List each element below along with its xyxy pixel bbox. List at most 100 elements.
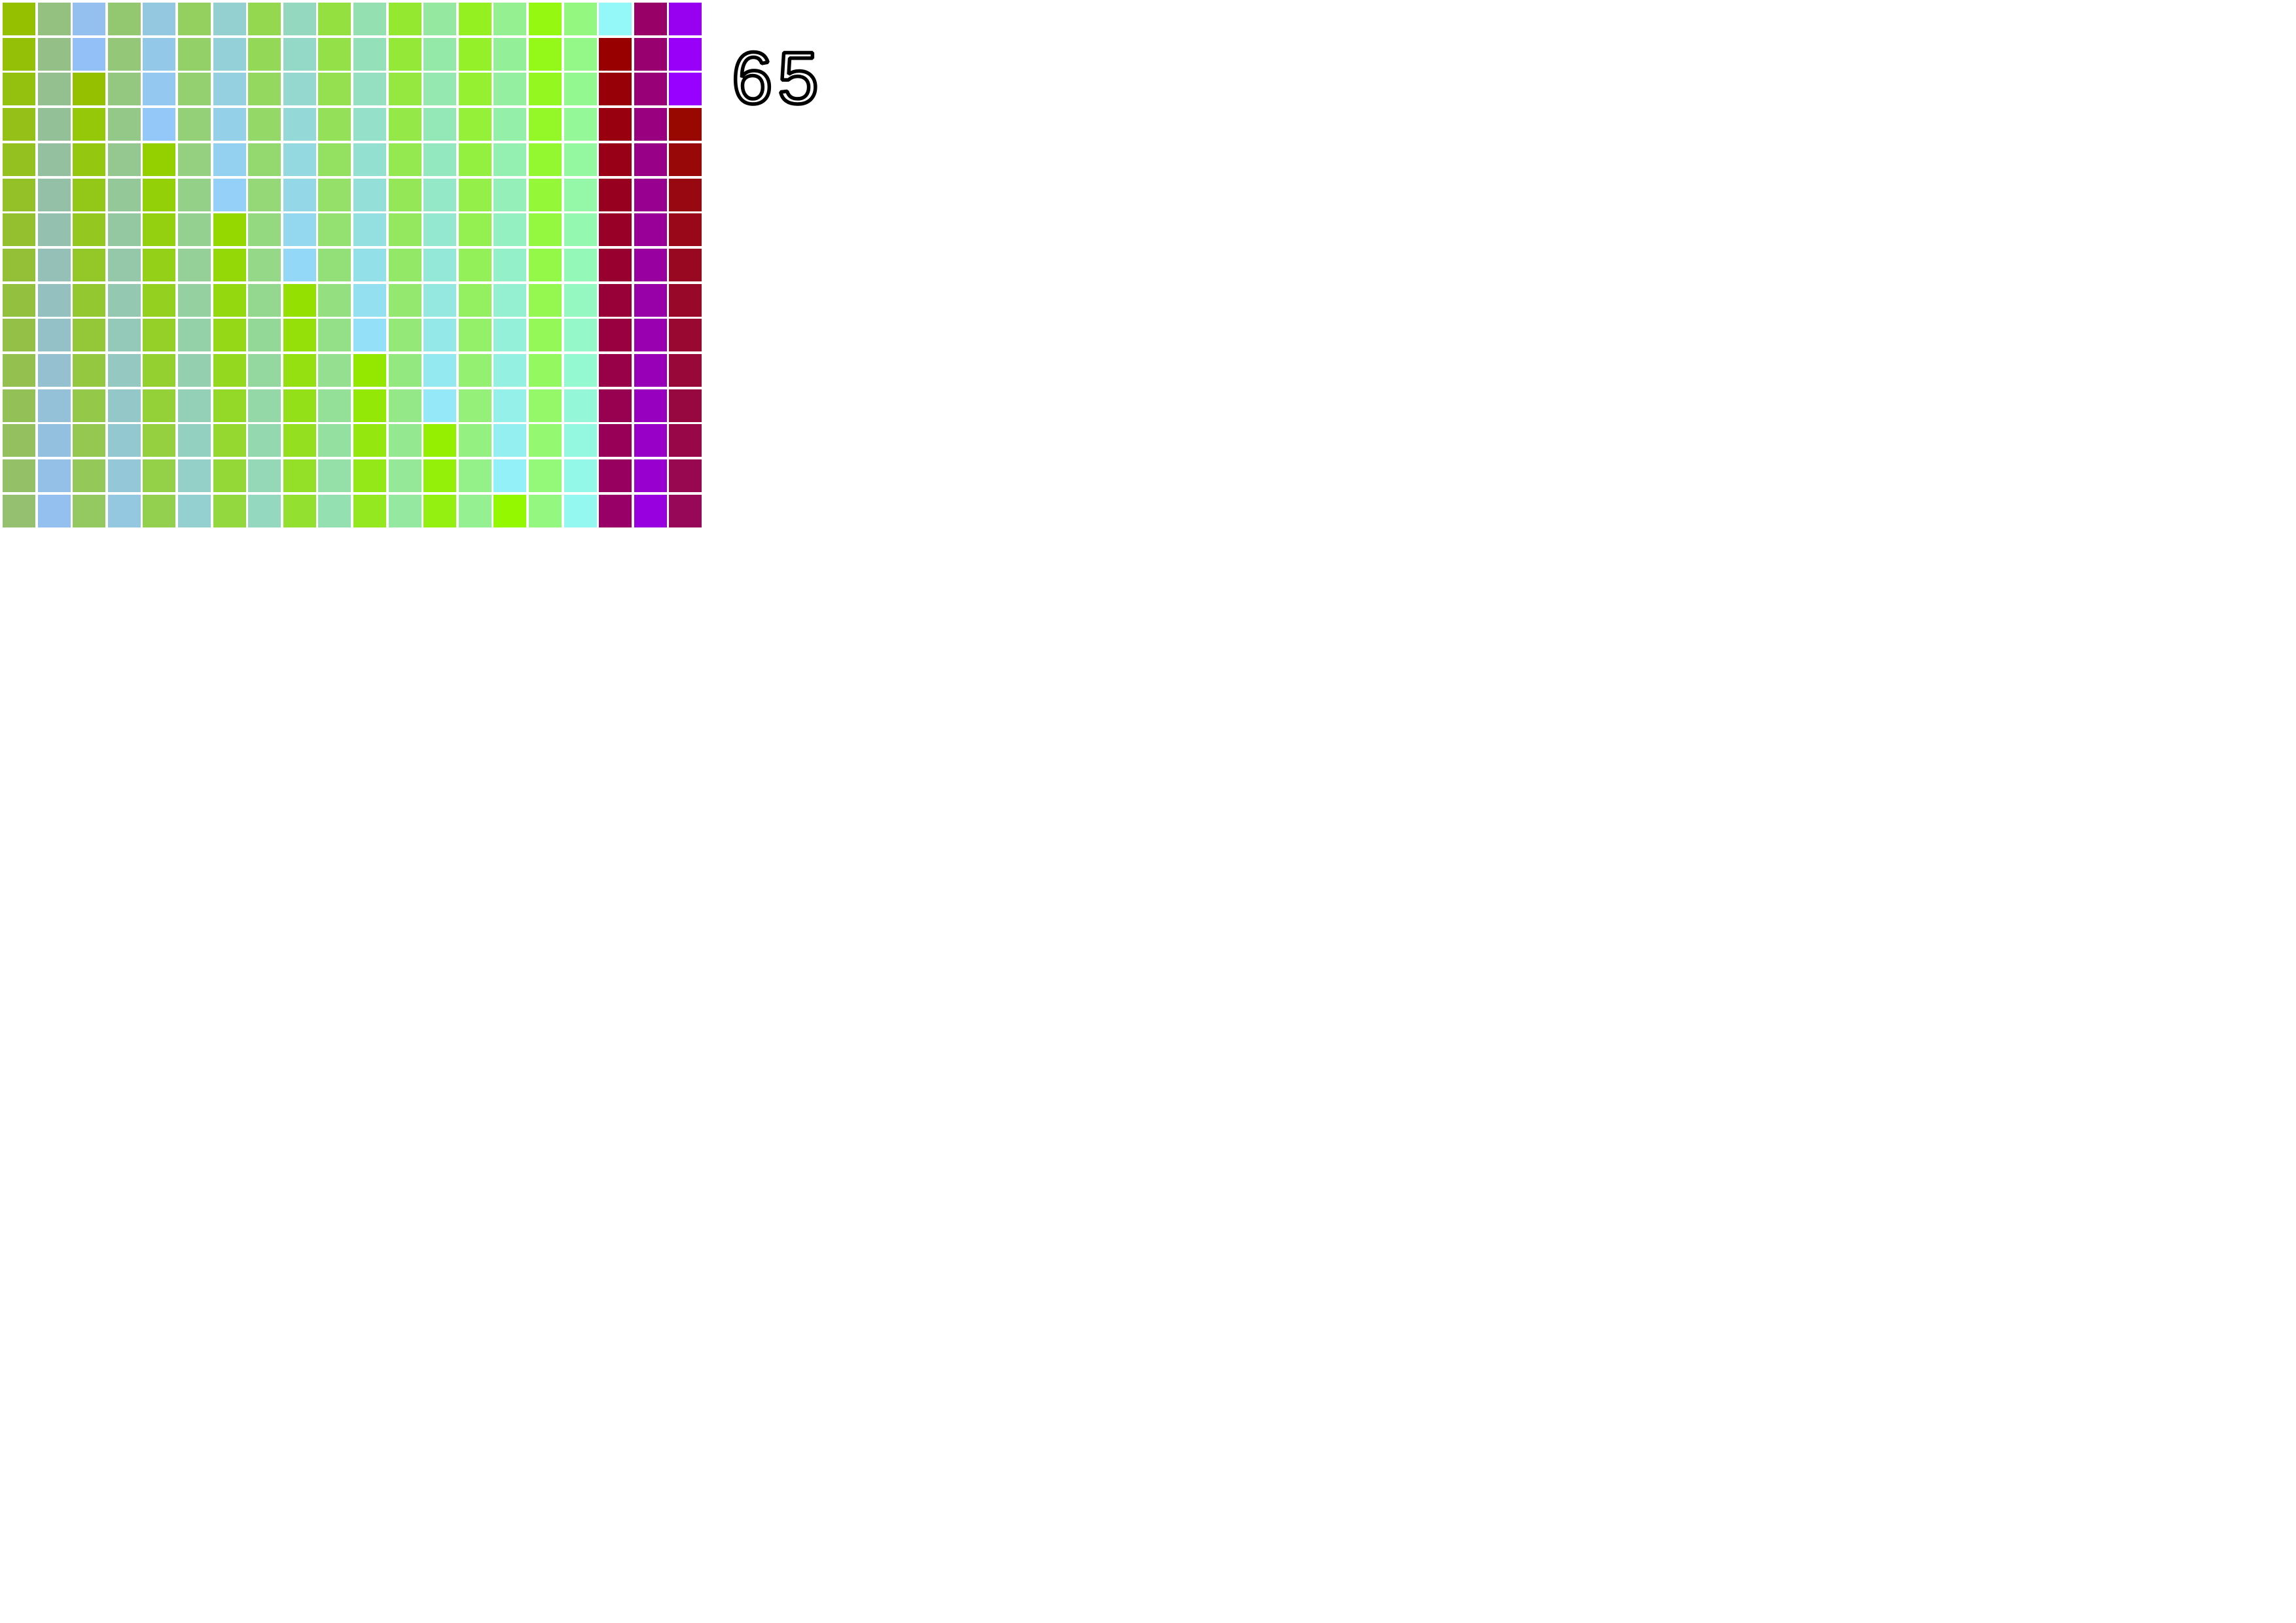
board-tile[interactable] xyxy=(73,143,105,176)
board-tile[interactable] xyxy=(108,249,141,281)
board-tile[interactable] xyxy=(3,459,35,492)
board-tile[interactable] xyxy=(389,319,422,351)
board-tile[interactable] xyxy=(318,354,351,387)
board-tile[interactable] xyxy=(529,354,562,387)
board-tile[interactable] xyxy=(38,319,71,351)
board-tile[interactable] xyxy=(423,284,456,317)
board-tile[interactable] xyxy=(213,459,246,492)
board-tile[interactable] xyxy=(529,319,562,351)
board-tile[interactable] xyxy=(108,73,141,105)
board-tile[interactable] xyxy=(634,73,667,105)
board-tile[interactable] xyxy=(353,284,386,317)
board-tile[interactable] xyxy=(599,389,632,422)
board-tile[interactable] xyxy=(493,459,526,492)
board-tile[interactable] xyxy=(248,143,281,176)
board-tile[interactable] xyxy=(353,73,386,105)
board-tile[interactable] xyxy=(283,424,316,457)
board-tile[interactable] xyxy=(3,73,35,105)
board-tile[interactable] xyxy=(108,3,141,35)
board-tile[interactable] xyxy=(3,38,35,71)
board-tile[interactable] xyxy=(423,495,456,527)
board-tile[interactable] xyxy=(493,354,526,387)
board-tile[interactable] xyxy=(423,38,456,71)
board-tile[interactable] xyxy=(389,38,422,71)
board-tile[interactable] xyxy=(73,389,105,422)
board-tile[interactable] xyxy=(634,179,667,211)
board-tile[interactable] xyxy=(599,3,632,35)
board-tile[interactable] xyxy=(178,389,211,422)
board-tile[interactable] xyxy=(389,108,422,141)
board-tile[interactable] xyxy=(143,354,175,387)
board-tile[interactable] xyxy=(459,179,492,211)
board-tile[interactable] xyxy=(248,354,281,387)
board-tile[interactable] xyxy=(459,495,492,527)
board-tile[interactable] xyxy=(178,319,211,351)
board-tile[interactable] xyxy=(353,179,386,211)
board-tile[interactable] xyxy=(248,213,281,246)
board-tile[interactable] xyxy=(423,424,456,457)
board-tile[interactable] xyxy=(459,143,492,176)
board-tile[interactable] xyxy=(634,108,667,141)
board-tile[interactable] xyxy=(143,38,175,71)
board-tile[interactable] xyxy=(143,73,175,105)
board-tile[interactable] xyxy=(564,179,597,211)
board-tile[interactable] xyxy=(248,459,281,492)
board-tile[interactable] xyxy=(564,38,597,71)
board-tile[interactable] xyxy=(353,495,386,527)
board-tile[interactable] xyxy=(389,284,422,317)
board-tile[interactable] xyxy=(564,143,597,176)
board-tile[interactable] xyxy=(599,319,632,351)
board-tile[interactable] xyxy=(564,495,597,527)
board-tile[interactable] xyxy=(178,284,211,317)
board-tile[interactable] xyxy=(353,389,386,422)
board-tile[interactable] xyxy=(213,3,246,35)
board-tile[interactable] xyxy=(178,249,211,281)
board-tile[interactable] xyxy=(529,38,562,71)
board-tile[interactable] xyxy=(108,459,141,492)
board-tile[interactable] xyxy=(178,213,211,246)
board-tile[interactable] xyxy=(529,179,562,211)
board-tile[interactable] xyxy=(283,73,316,105)
board-tile[interactable] xyxy=(318,495,351,527)
board-tile[interactable] xyxy=(529,213,562,246)
board-tile[interactable] xyxy=(634,143,667,176)
board-tile[interactable] xyxy=(178,143,211,176)
board-tile[interactable] xyxy=(283,459,316,492)
board-tile[interactable] xyxy=(634,213,667,246)
board-tile[interactable] xyxy=(529,424,562,457)
board-tile[interactable] xyxy=(283,3,316,35)
board-tile[interactable] xyxy=(529,495,562,527)
board-tile[interactable] xyxy=(38,143,71,176)
board-tile[interactable] xyxy=(353,108,386,141)
board-tile[interactable] xyxy=(599,249,632,281)
board-tile[interactable] xyxy=(423,3,456,35)
board-tile[interactable] xyxy=(459,38,492,71)
board-tile[interactable] xyxy=(599,108,632,141)
board-tile[interactable] xyxy=(669,354,702,387)
board-tile[interactable] xyxy=(213,495,246,527)
board-tile[interactable] xyxy=(143,284,175,317)
board-tile[interactable] xyxy=(318,73,351,105)
board-tile[interactable] xyxy=(318,179,351,211)
board-tile[interactable] xyxy=(38,389,71,422)
board-tile[interactable] xyxy=(493,249,526,281)
board-tile[interactable] xyxy=(318,108,351,141)
board-tile[interactable] xyxy=(669,389,702,422)
board-tile[interactable] xyxy=(423,213,456,246)
board-tile[interactable] xyxy=(283,108,316,141)
board-tile[interactable] xyxy=(564,3,597,35)
board-tile[interactable] xyxy=(38,73,71,105)
board-tile[interactable] xyxy=(599,143,632,176)
board-tile[interactable] xyxy=(599,424,632,457)
board-tile[interactable] xyxy=(143,495,175,527)
board-tile[interactable] xyxy=(108,179,141,211)
board-tile[interactable] xyxy=(248,389,281,422)
board-tile[interactable] xyxy=(38,3,71,35)
board-tile[interactable] xyxy=(564,213,597,246)
board-tile[interactable] xyxy=(108,143,141,176)
board-tile[interactable] xyxy=(423,143,456,176)
board-tile[interactable] xyxy=(3,143,35,176)
board-tile[interactable] xyxy=(493,38,526,71)
board-tile[interactable] xyxy=(108,424,141,457)
board-tile[interactable] xyxy=(353,459,386,492)
